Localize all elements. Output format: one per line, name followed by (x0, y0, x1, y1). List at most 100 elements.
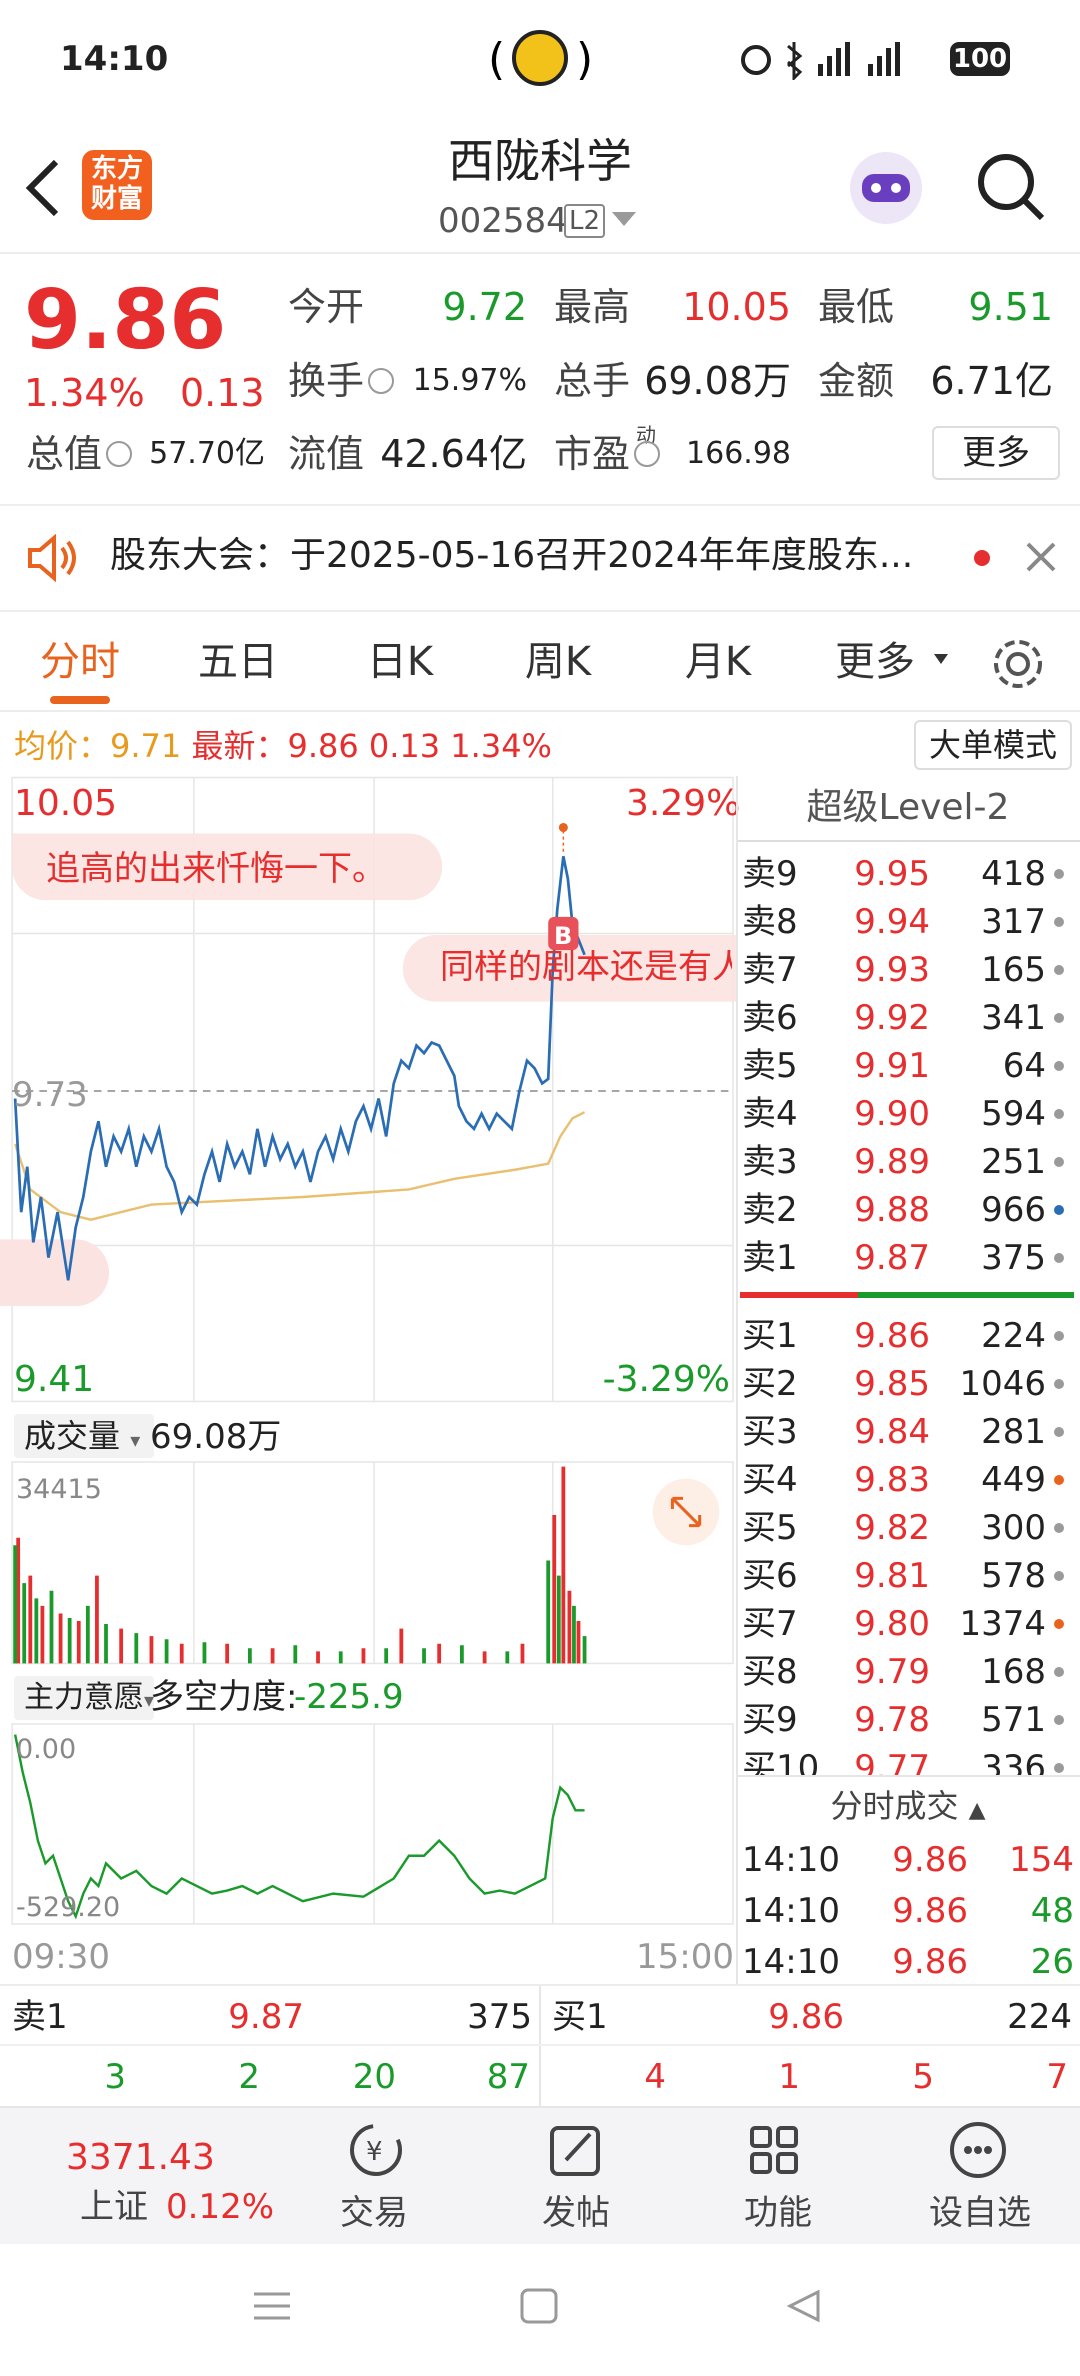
book-dot (1054, 1331, 1064, 1341)
book-price: 9.92 (854, 998, 930, 1038)
trade-time: 14:10 (742, 1942, 840, 1982)
volume-selector[interactable]: 成交量 ▾ (14, 1414, 154, 1458)
tab[interactable]: 日K (366, 639, 434, 685)
bid-bar (858, 1292, 1074, 1298)
book-label: 卖1 (742, 1238, 798, 1278)
nav-item[interactable]: 设自选 (929, 2193, 1031, 2233)
book-price: 9.83 (854, 1460, 930, 1500)
book-dot (1054, 1427, 1064, 1437)
book-price: 9.81 (854, 1556, 930, 1596)
notice-bar[interactable] (0, 504, 1080, 612)
index-value[interactable]: 3371.43 (66, 2137, 215, 2178)
tab[interactable]: 周K (524, 639, 592, 685)
logo-line: 财富 (90, 184, 143, 214)
index-name: 上证 (80, 2187, 148, 2227)
time-end: 15:00 (636, 1937, 734, 1977)
book-dot (1054, 1157, 1064, 1167)
level-badge: L2 (564, 204, 606, 238)
battery: 100 (950, 42, 1010, 76)
tab[interactable]: 月K (684, 639, 752, 685)
trades-title-row[interactable]: 分时成交 ▲ (830, 1787, 986, 1825)
book-dot (1054, 1109, 1064, 1119)
book-volume: 594 (981, 1094, 1046, 1134)
order-count: 20 (352, 2057, 396, 2097)
trade-time: 14:10 (742, 1840, 840, 1880)
mode-button[interactable]: 大单模式 (914, 720, 1072, 770)
indicator-label: 主力意愿 (24, 1680, 144, 1715)
book-volume: 571 (981, 1700, 1046, 1740)
tab[interactable]: 五日 (198, 639, 278, 685)
book-price: 9.93 (854, 950, 930, 990)
quote-volume: 224 (1007, 1997, 1072, 2037)
tab[interactable]: 分时 (40, 639, 120, 685)
stat-label: 最低 (818, 285, 895, 329)
nav-item[interactable]: 交易 (340, 2193, 408, 2233)
system-nav (254, 2288, 820, 2324)
book-label: 卖4 (742, 1094, 798, 1134)
logo-line: 东方 (90, 154, 143, 184)
info-icon[interactable] (106, 441, 132, 467)
book-label: 卖5 (742, 1046, 798, 1086)
book-volume: 375 (981, 1238, 1046, 1278)
book-volume: 578 (981, 1556, 1046, 1596)
svg-text:¥: ¥ (366, 2137, 383, 2167)
stat-value: 57.70亿 (149, 436, 265, 471)
book-label: 买10 (742, 1748, 820, 1775)
level2-panel (736, 776, 1080, 1984)
notice-close[interactable] (968, 540, 1060, 576)
info-icon[interactable] (368, 368, 394, 394)
back-button[interactable] (22, 158, 62, 218)
book-price: 9.84 (854, 1412, 930, 1452)
stat-label: 今开 (288, 285, 365, 329)
indicator-selector[interactable]: 主力意愿▾ (14, 1676, 154, 1720)
dropdown-caret[interactable] (612, 212, 636, 228)
nav-item[interactable]: 发帖 (542, 2193, 610, 2233)
info-icon[interactable] (634, 441, 660, 467)
book-price: 9.91 (854, 1046, 930, 1086)
search-button[interactable] (974, 150, 1046, 222)
book-volume: 224 (981, 1316, 1046, 1356)
book-volume: 1374 (959, 1604, 1046, 1644)
book-dot (1054, 1379, 1064, 1389)
tab[interactable]: 更多 (835, 639, 915, 685)
ref-price: 9.73 (12, 1075, 88, 1115)
pct-high: 3.29% (626, 783, 741, 824)
book-price: 9.82 (854, 1508, 930, 1548)
book-price: 9.87 (854, 1238, 930, 1278)
avg-price: 9.71 (110, 727, 182, 765)
settings-button[interactable] (988, 634, 1048, 694)
book-dot (1054, 1061, 1064, 1071)
indicator-min: -529.20 (16, 1892, 121, 1923)
time-start: 09:30 (12, 1937, 110, 1977)
last-price: 9.86 (24, 273, 227, 368)
book-price: 9.95 (854, 854, 930, 894)
stat-value: 166.98 (686, 436, 791, 471)
price-high: 10.05 (14, 783, 118, 824)
order-count: 7 (1046, 2057, 1068, 2097)
nav-item[interactable]: 功能 (744, 2193, 812, 2233)
book-dot (1054, 1715, 1064, 1725)
stat-value: 10.05 (682, 285, 791, 329)
trade-price: 9.86 (892, 1891, 968, 1931)
tab-indicator (50, 696, 110, 704)
status-icons (741, 42, 900, 80)
more-button[interactable]: 更多 (932, 426, 1060, 480)
trade-volume: 26 (1030, 1942, 1074, 1982)
indicator-name: 多空力度: (150, 1677, 298, 1717)
book-label: 卖6 (742, 998, 798, 1038)
book-dot (1054, 917, 1064, 927)
book-label: 买5 (742, 1508, 798, 1548)
latest-price: 9.86 (287, 727, 359, 765)
index-pct: 0.12% (166, 2187, 275, 2227)
stat-label: 最高 (554, 285, 631, 329)
trade-volume: 48 (1030, 1891, 1074, 1931)
robot-avatar[interactable] (846, 148, 926, 228)
book-dot (1054, 1667, 1064, 1677)
stat-value: 69.08万 (644, 359, 791, 403)
book-volume: 251 (981, 1142, 1046, 1182)
latest-pct: 1.34% (450, 727, 552, 765)
book-volume: 449 (981, 1460, 1046, 1500)
svg-text:): ) (576, 34, 593, 85)
volume-max: 34415 (16, 1474, 102, 1505)
